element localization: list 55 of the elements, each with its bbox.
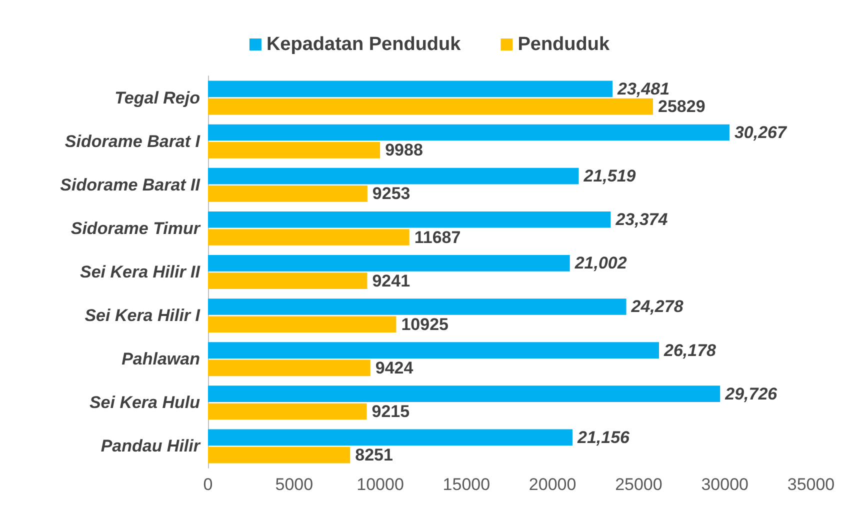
data-label: 21,002 (574, 254, 628, 273)
data-label: 9253 (372, 184, 410, 204)
legend-label: Penduduk (518, 34, 610, 55)
y-tick-label: Sei Kera Hulu (89, 393, 201, 412)
bar (208, 298, 626, 315)
data-label: 9215 (372, 402, 410, 421)
x-tick-label: 35000 (787, 475, 835, 494)
x-tick-label: 5000 (275, 475, 314, 494)
y-tick-label: Sei Kera Hilir II (80, 262, 202, 282)
data-label: 23,374 (614, 210, 668, 230)
bar (208, 211, 611, 228)
bar (208, 255, 570, 272)
x-tick-label: 10000 (356, 475, 404, 494)
bar (208, 124, 730, 141)
bar (208, 316, 396, 333)
data-label: 26,178 (663, 340, 717, 360)
y-tick-label: Sei Kera Hilir I (84, 306, 202, 326)
x-tick-label: 25000 (615, 475, 662, 494)
data-label: 21,519 (582, 166, 636, 186)
data-label: 25829 (658, 97, 706, 116)
data-label: 9424 (375, 358, 414, 378)
data-label: 23,481 (616, 79, 670, 98)
data-label: 11687 (414, 228, 461, 247)
x-tick-label: 20000 (528, 475, 576, 494)
y-tick-label: Sidorame Barat I (64, 132, 202, 151)
bar (208, 98, 653, 115)
data-label: 8251 (355, 446, 393, 465)
data-label: 21,156 (576, 428, 630, 447)
data-label: 10925 (401, 314, 449, 334)
bar (208, 360, 370, 376)
data-label: 9988 (385, 140, 423, 160)
bar (208, 186, 368, 202)
data-label: 29,726 (724, 384, 778, 404)
bar (208, 168, 579, 184)
bar (208, 272, 368, 289)
x-tick-label: 30000 (701, 475, 748, 494)
bar (208, 342, 660, 358)
y-tick-label: Pandau Hilir (100, 436, 202, 456)
bar (208, 142, 380, 158)
bar (208, 403, 367, 420)
y-tick-label: Sidorame Timur (70, 218, 202, 238)
data-label: 24,278 (630, 297, 684, 316)
bar (208, 386, 720, 402)
y-tick-label: Tegal Rejo (114, 88, 200, 108)
bar (208, 229, 410, 246)
bar (208, 80, 613, 98)
data-label: 9241 (372, 271, 410, 290)
x-tick-label: 15000 (442, 475, 490, 494)
legend-label: Kepadatan Penduduk (266, 34, 462, 55)
y-tick-label: Pahlawan (122, 350, 200, 369)
bar (208, 446, 350, 464)
bar (208, 429, 572, 446)
x-tick-label: 0 (203, 475, 213, 494)
y-tick-label: Sidorame Barat II (60, 175, 202, 194)
data-label: 30,267 (734, 123, 788, 142)
